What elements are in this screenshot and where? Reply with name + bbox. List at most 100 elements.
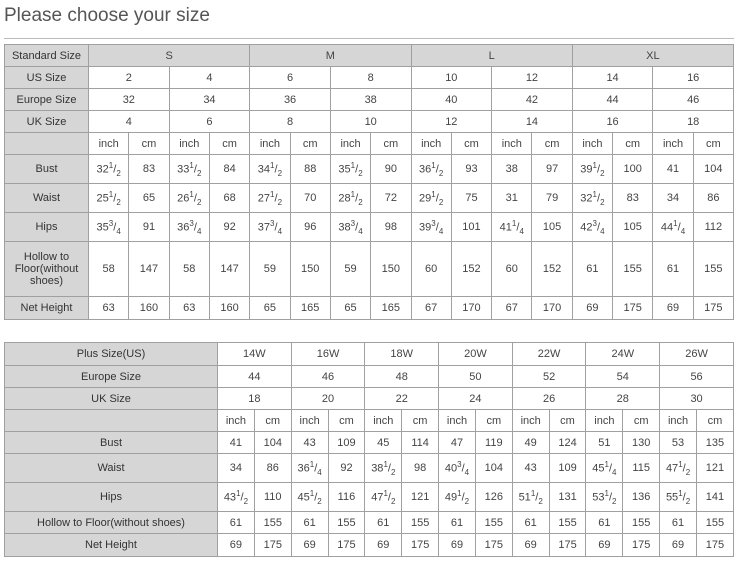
measurement-value: 423/4 [571,212,614,242]
row-label: Waist [4,453,218,483]
measurement-value: 451/2 [290,482,329,512]
size-row: Plus Size(US) 14W 16W 18W 20W 22W 24W 26W [4,342,734,366]
measurement-value: 61 [652,241,694,297]
measurement-value: 175 [401,533,440,557]
size-group-l: L [410,44,573,67]
measurement-value: 91 [128,212,170,242]
size-value: 14 [571,66,654,89]
unit-label: cm [289,132,331,155]
measurement-value: 155 [548,511,587,534]
size-value: 30 [659,387,734,410]
measurement-value: 88 [289,154,331,184]
measurement-value: 101 [450,212,493,242]
measurement-value: 69 [659,533,697,557]
row-label: Net Height [4,296,89,320]
measurement-value: 281/2 [329,183,372,213]
size-value: 18 [217,387,292,410]
measurement-value: 43 [290,431,329,454]
size-value: 10 [410,66,493,89]
measurement-value: 126 [474,482,513,512]
measurement-value: 83 [128,154,170,184]
measurement-value: 175 [695,533,735,557]
measurement-value: 152 [531,241,573,297]
size-value: 26 [511,387,587,410]
measurement-row: Net Height 69 175 69 175 69 175 69 175 69 175 69 175… [4,533,735,557]
unit-label: inch [652,132,694,155]
measurement-value: 104 [692,154,735,184]
measurement-value: 130 [622,431,661,454]
measurement-value: 69 [652,296,694,320]
page-title: Please choose your size [4,5,210,26]
measurement-value: 471/2 [659,453,697,483]
size-value: 14W [217,342,292,366]
unit-label: cm [450,132,493,155]
measurement-value: 86 [692,183,735,213]
measurement-value: 141 [695,482,735,512]
measurement-value: 65 [128,183,170,213]
measurement-value: 451/4 [585,453,624,483]
measurement-value: 61 [511,511,550,534]
row-label: Standard Size [4,44,89,67]
unit-label: cm [327,409,366,432]
measurement-value: 381/2 [364,453,403,483]
size-value: 22W [511,342,587,366]
unit-label: inch [87,132,130,155]
size-value: 46 [290,365,366,388]
unit-label: cm [548,409,587,432]
measurement-row: Hips 431/2 110 451/2 116 471/2 121 491/2 126 511/… [4,482,735,512]
measurement-value: 121 [401,482,440,512]
plus-size-table: Plus Size(US) 14W 16W 18W 20W 22W 24W 26W Europe… [4,342,735,557]
measurement-value: 331/2 [168,154,210,184]
row-label: Europe Size [4,88,89,111]
measurement-value: 321/2 [571,183,614,213]
unit-label: inch [329,132,372,155]
size-value: 44 [217,365,292,388]
measurement-value: 98 [401,453,440,483]
size-value: 20 [290,387,366,410]
measurement-value: 34 [217,453,255,483]
measurement-value: 61 [659,511,697,534]
size-value: 6 [249,66,331,89]
measurement-value: 61 [217,511,255,534]
unit-label: cm [208,132,251,155]
unit-label: cm [474,409,513,432]
measurement-value: 53 [659,431,697,454]
measurement-value: 175 [474,533,513,557]
units-row: inch cm inch cm inch cm inch cm inch cm inch cm inch… [4,132,735,155]
measurement-value: 60 [491,241,533,297]
measurement-value: 92 [208,212,251,242]
unit-label: cm [622,409,661,432]
measurement-value: 67 [410,296,452,320]
unit-label: inch [410,132,452,155]
measurement-value: 361/2 [410,154,452,184]
size-value: 34 [168,88,251,111]
measurement-value: 175 [622,533,661,557]
row-label: Europe Size [4,365,218,388]
row-label: UK Size [4,110,89,133]
measurement-value: 63 [87,296,130,320]
size-value: 38 [329,88,412,111]
measurement-row: Hollow to Floor(without shoes) 61 155 61 155… [4,511,735,534]
size-value: 28 [585,387,661,410]
measurement-value: 59 [329,241,372,297]
measurement-value: 43 [511,453,550,483]
unit-label: cm [531,132,573,155]
measurement-value: 69 [217,533,255,557]
measurement-value: 124 [548,431,587,454]
measurement-value: 41 [652,154,694,184]
measurement-row: Hips 353/4 91 363/4 92 373/4 96 383/4 98 393/4 101… [4,212,735,242]
row-label: Bust [4,154,89,184]
unit-label: inch [511,409,550,432]
measurement-value: 110 [253,482,292,512]
measurement-value: 175 [327,533,366,557]
measurement-value: 119 [474,431,513,454]
measurement-value: 291/2 [410,183,452,213]
size-row: Europe Size 32 34 36 38 40 42 44 46 [4,88,734,111]
unit-label: inch [364,409,403,432]
measurement-value: 84 [208,154,251,184]
size-value: 8 [249,110,331,133]
measurement-value: 175 [612,296,654,320]
measurement-value: 155 [474,511,513,534]
unit-label: inch [290,409,329,432]
size-value: 6 [168,110,251,133]
